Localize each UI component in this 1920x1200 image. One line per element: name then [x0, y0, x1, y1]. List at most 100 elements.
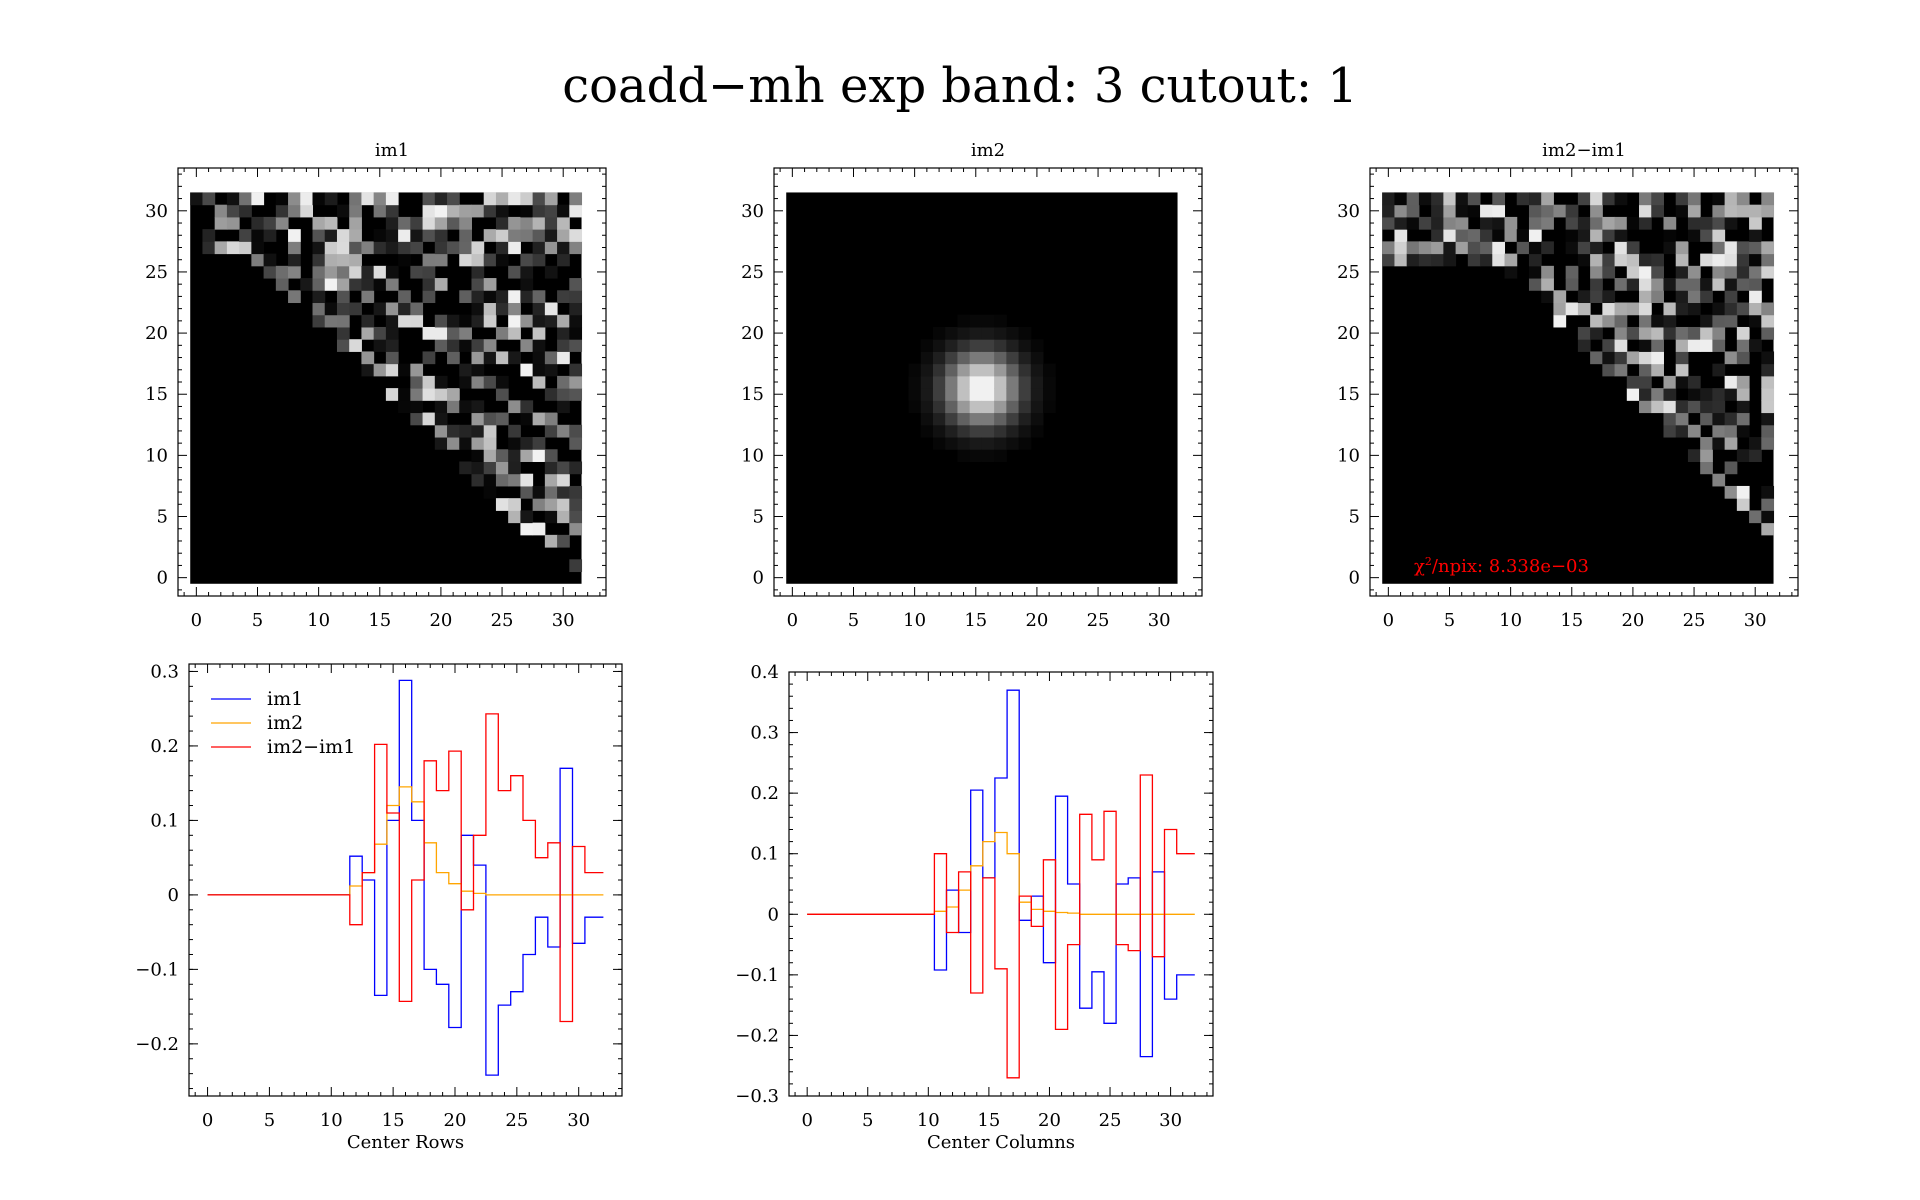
heatmap-cell	[263, 265, 277, 279]
heatmap-cell	[1651, 314, 1664, 328]
x-tick-label: 30	[1148, 610, 1171, 631]
heatmap-cell	[190, 192, 203, 206]
series-line-im1	[807, 689, 1195, 1058]
heatmap-cell	[1687, 424, 1701, 438]
heatmap-cell	[1687, 302, 1701, 316]
heatmap-cell	[1736, 339, 1750, 352]
heatmap-cell	[1480, 241, 1493, 255]
heatmap-cell	[1712, 229, 1726, 242]
heatmap-cell	[557, 498, 570, 511]
heatmap-cell	[447, 216, 460, 230]
heatmap-cell	[275, 216, 289, 230]
heatmap-cell	[981, 400, 995, 414]
heatmap-cell	[981, 412, 995, 426]
heatmap-cell	[1006, 339, 1020, 352]
heatmap-cell	[495, 498, 509, 511]
x-tick-label: 5	[862, 1110, 873, 1131]
y-tick-label: 15	[1337, 384, 1360, 405]
heatmap-cell	[495, 449, 509, 462]
heatmap-cell	[1030, 424, 1044, 438]
heatmap-cell	[1467, 229, 1481, 242]
heatmap-cell	[1687, 278, 1701, 291]
heatmap-cell	[1724, 253, 1738, 267]
heatmap-cell	[471, 461, 485, 475]
heatmap-cell	[1406, 192, 1420, 206]
heatmap-cell	[1006, 351, 1020, 365]
heatmap-image	[1382, 192, 1775, 584]
heatmap-cell	[1639, 253, 1652, 267]
heatmap-cell	[1528, 241, 1542, 255]
heatmap-cell	[1761, 510, 1775, 524]
heatmap-cell	[1528, 229, 1542, 242]
heatmap-cell	[226, 204, 240, 218]
heatmap-cell	[1467, 204, 1481, 218]
heatmap-cell	[1663, 412, 1677, 426]
heatmap-cell	[569, 241, 583, 255]
heatmap-cell	[202, 229, 216, 242]
x-tick-label: 25	[1087, 610, 1110, 631]
heatmap-cell	[569, 375, 583, 389]
heatmap-cell	[471, 339, 485, 352]
heatmap-cell	[1614, 253, 1628, 267]
x-axis-label: Center Rows	[347, 1132, 464, 1153]
heatmap-cell	[544, 485, 558, 499]
heatmap-cell	[1504, 216, 1518, 230]
heatmap-cell	[1700, 229, 1713, 242]
heatmap-cell	[544, 498, 558, 511]
heatmap-cell	[385, 351, 399, 365]
heatmap-cell	[1736, 265, 1750, 279]
heatmap-cell	[361, 192, 375, 206]
heatmap-cell	[471, 363, 485, 377]
heatmap-cell	[422, 192, 436, 206]
heatmap-cell	[1736, 351, 1750, 365]
heatmap-cell	[969, 326, 983, 340]
heatmap-cell	[1712, 388, 1726, 401]
heatmap-cell	[1675, 424, 1689, 438]
heatmap-cell	[1761, 375, 1775, 389]
heatmap-cell	[957, 375, 971, 389]
heatmap-cell	[1639, 204, 1652, 218]
heatmap-cell	[932, 339, 946, 352]
heatmap-cell	[569, 302, 583, 316]
heatmap-cell	[969, 363, 983, 377]
heatmap-cell	[275, 204, 289, 218]
heatmap-cell	[1675, 253, 1689, 267]
heatmap-cell	[1761, 400, 1775, 414]
heatmap-cell	[532, 204, 546, 218]
heatmap-cell	[1443, 241, 1457, 255]
heatmap-cell	[945, 424, 958, 438]
heatmap-cell	[544, 449, 558, 462]
heatmap-cell	[336, 229, 350, 242]
heatmap-cell	[1639, 192, 1652, 206]
heatmap-cell	[434, 253, 448, 267]
heatmap-cell	[520, 229, 534, 242]
y-tick-label: 10	[145, 445, 168, 466]
heatmap-cell	[447, 388, 460, 401]
y-tick-label: 0.1	[150, 810, 179, 831]
y-tick-label: 0	[768, 904, 779, 925]
heatmap-cell	[1626, 253, 1640, 267]
heatmap-cell	[1651, 363, 1664, 377]
heatmap-cell	[1443, 216, 1457, 230]
heatmap-cell	[1006, 437, 1020, 450]
heatmap-cell	[398, 314, 411, 328]
heatmap-cell	[349, 302, 362, 316]
heatmap-cell	[1030, 400, 1044, 414]
heatmap-cell	[422, 375, 436, 389]
heatmap-cell	[1736, 326, 1750, 340]
heatmap-cell	[447, 424, 460, 438]
y-tick-label: 20	[145, 323, 168, 344]
heatmap-cell	[1516, 241, 1530, 255]
heatmap-cell	[447, 400, 460, 414]
heatmap-cell	[1577, 241, 1591, 255]
heatmap-cell	[945, 388, 958, 401]
heatmap-cell	[969, 339, 983, 352]
heatmap-cell	[1006, 375, 1020, 389]
heatmap-cell	[981, 424, 995, 438]
heatmap-cell	[520, 204, 534, 218]
heatmap-cell	[1431, 204, 1444, 218]
heatmap-cell	[483, 461, 497, 475]
heatmap-cell	[434, 204, 448, 218]
heatmap-cell	[1577, 339, 1591, 352]
heatmap-cell	[994, 388, 1007, 401]
